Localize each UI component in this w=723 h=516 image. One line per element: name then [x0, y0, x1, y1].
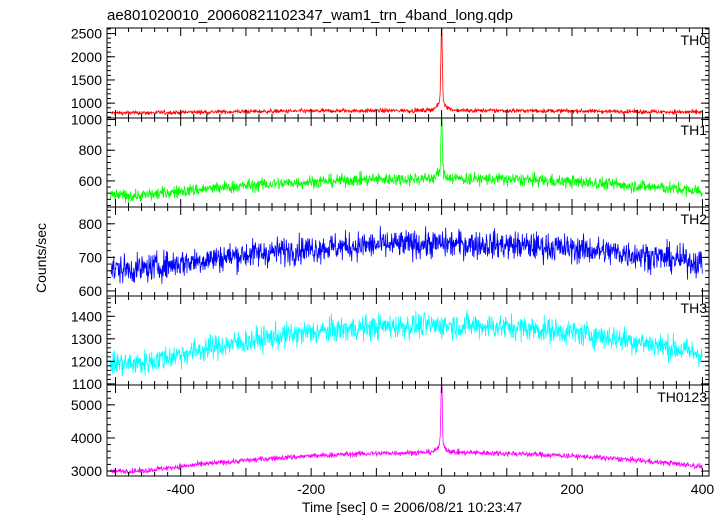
- y-tick-label: 700: [79, 249, 103, 265]
- y-tick-label: 1000: [71, 95, 102, 111]
- y-tick-label: 1100: [72, 376, 102, 392]
- y-tick-label: 1200: [71, 353, 102, 369]
- y-tick-label: 2500: [71, 26, 102, 42]
- panel-label-th0123: TH0123: [657, 389, 707, 405]
- x-tick-label: 0: [438, 481, 446, 497]
- x-tick-label: -400: [167, 481, 195, 497]
- series-line-th2: [109, 225, 703, 284]
- series-line-th0: [110, 28, 703, 117]
- x-axis-label: Time [sec] 0 = 2006/08/21 10:23:47: [302, 499, 522, 515]
- panel-th2: 600 700 800 TH2: [79, 206, 710, 299]
- series-line-th0123: [109, 385, 703, 475]
- y-tick-label: 1000: [71, 112, 102, 128]
- panel-label-th3: TH3: [681, 300, 708, 316]
- panel-th0: 1000 1500 2000 2500 TH0: [71, 26, 710, 119]
- panel-label-th1: TH1: [681, 122, 708, 138]
- series-line-th3: [109, 309, 703, 377]
- y-tick-label: 800: [79, 216, 103, 232]
- panel-th1: 600 800 1000 TH1: [71, 112, 710, 208]
- y-tick-label: 800: [79, 142, 103, 158]
- y-tick-label: 4000: [71, 430, 102, 446]
- y-tick-label: 2000: [71, 49, 102, 65]
- panel-frame: [106, 117, 710, 208]
- x-tick-label: 200: [560, 481, 584, 497]
- y-tick-label: 600: [79, 173, 103, 189]
- panel-frame: [106, 384, 710, 477]
- panel-th0123: 3000 4000 5000 TH0123: [71, 384, 710, 479]
- y-tick-label: 600: [79, 283, 103, 299]
- y-tick-label: 1400: [71, 308, 102, 324]
- panel-th3: 1100 1200 1300 1400 TH3: [71, 295, 710, 392]
- chart-title: ae801020010_20060821102347_wam1_trn_4ban…: [107, 7, 513, 24]
- y-tick-label: 1300: [71, 331, 102, 347]
- y-tick-label: 1500: [71, 72, 102, 88]
- panel-label-th2: TH2: [681, 211, 708, 227]
- x-tick-label: 400: [691, 481, 715, 497]
- y-tick-label: 3000: [71, 463, 102, 479]
- panel-label-th0: TH0: [681, 32, 708, 48]
- y-tick-label: 5000: [71, 397, 102, 413]
- panel-frame: [106, 27, 710, 119]
- x-tick-label: -200: [297, 481, 325, 497]
- series-line-th1: [109, 118, 703, 204]
- y-axis-label: Counts/sec: [33, 223, 49, 293]
